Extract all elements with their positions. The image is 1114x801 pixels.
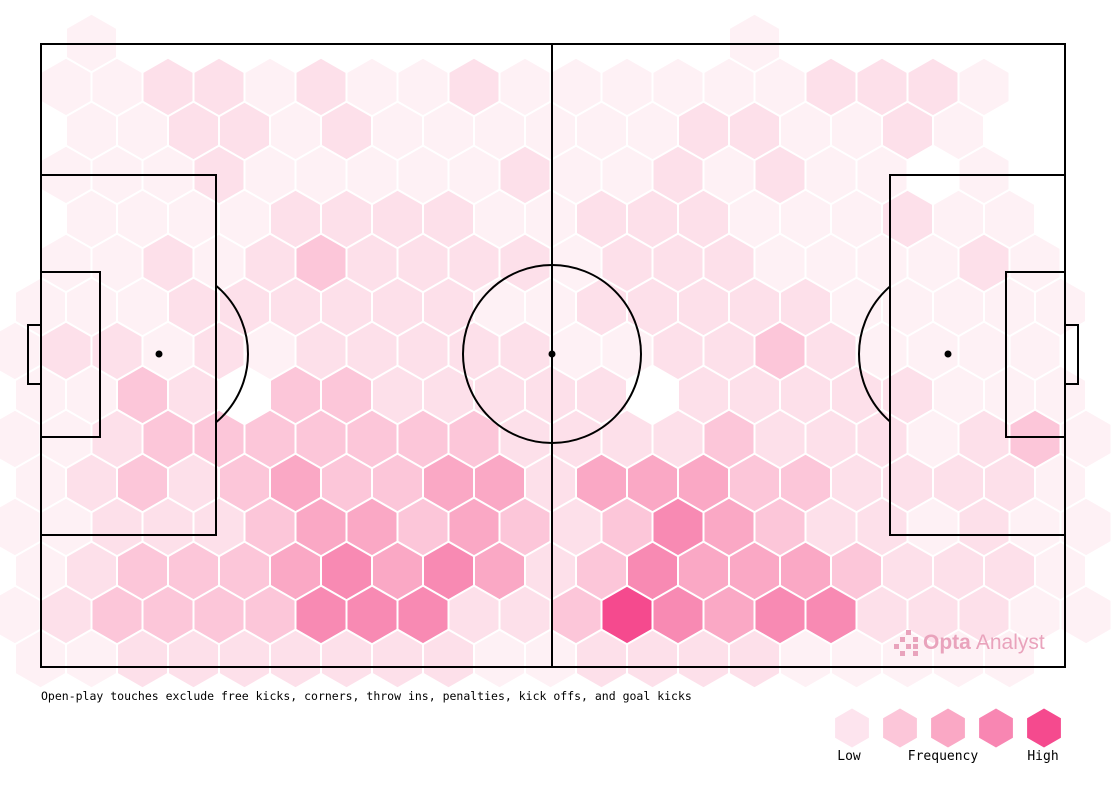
logo: Opta Analyst — [894, 630, 1045, 656]
logo-icon — [906, 630, 911, 635]
pitch — [27, 43, 1079, 668]
legend: Low Frequency High — [835, 708, 1061, 764]
goal — [1064, 324, 1079, 385]
logo-icon — [913, 637, 918, 642]
legend-swatch — [931, 708, 965, 748]
hex-bin — [1034, 628, 1087, 690]
centre-spot — [548, 350, 556, 358]
logo-icon — [900, 637, 905, 642]
logo-icon — [894, 644, 899, 649]
legend-title: Frequency — [908, 749, 979, 764]
hex-layer — [0, 12, 1113, 690]
logo-icon — [900, 651, 905, 656]
legend-swatch — [1027, 708, 1061, 748]
legend-high: High — [1027, 749, 1058, 764]
logo-brand: Opta — [923, 631, 971, 654]
goal — [27, 324, 42, 385]
logo-icon — [906, 644, 911, 649]
logo-icon — [913, 651, 918, 656]
legend-swatch — [883, 708, 917, 748]
legend-swatch — [835, 708, 869, 748]
penalty-spot — [944, 350, 952, 358]
penalty-spot — [155, 350, 163, 358]
note: Open-play touches exclude free kicks, co… — [41, 689, 692, 703]
logo-product: Analyst — [976, 631, 1045, 654]
penalty-arc — [216, 284, 249, 424]
legend-low: Low — [837, 749, 861, 764]
legend-swatch — [979, 708, 1013, 748]
logo-text: Opta Analyst — [923, 631, 1045, 654]
logo-icon — [913, 644, 918, 649]
centre-circle — [462, 264, 642, 444]
penalty-arc — [858, 285, 890, 423]
